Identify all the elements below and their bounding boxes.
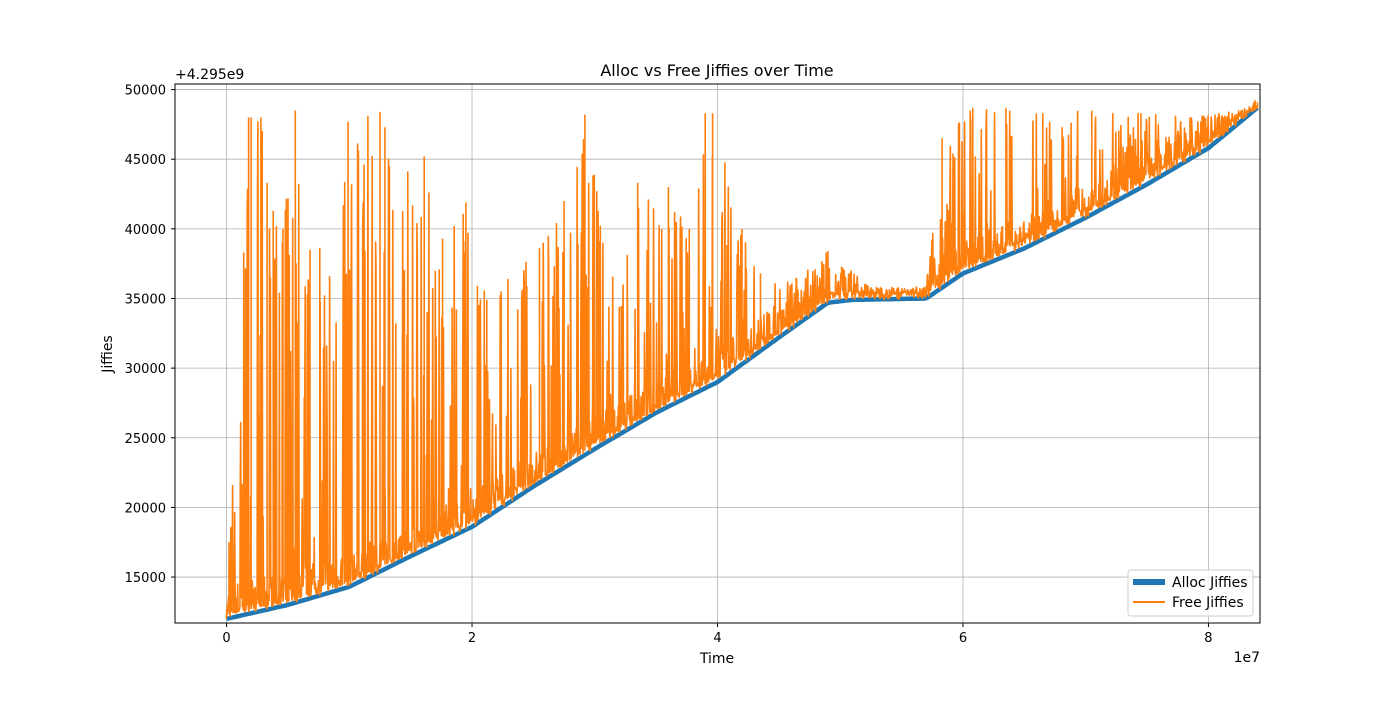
y-tick-label: 35000 (125, 292, 166, 307)
y-tick-label: 20000 (125, 501, 166, 516)
series-group (225, 99, 1259, 621)
x-tick-label: 0 (222, 631, 230, 646)
legend-label-free: Free Jiffies (1172, 595, 1244, 611)
y-tick-label: 15000 (125, 571, 166, 586)
y-tick-label: 40000 (125, 223, 166, 238)
y-tick-label: 45000 (125, 153, 166, 168)
chart-title: Alloc vs Free Jiffies over Time (600, 61, 833, 80)
legend-label-alloc: Alloc Jiffies (1172, 575, 1248, 591)
legend: Alloc Jiffies Free Jiffies (1127, 569, 1254, 617)
series-line-free-jiffies (225, 99, 1259, 619)
y-tick-label: 50000 (125, 84, 166, 99)
x-tick-label: 6 (959, 631, 967, 646)
y-axis-label: Jiffies (100, 335, 116, 373)
y-tick-label: 30000 (125, 362, 166, 377)
x-offset-label: 1e7 (1234, 650, 1260, 666)
y-tick-label: 25000 (125, 432, 166, 447)
ticks: 0 2 4 6 8 15000 20000 25000 30000 35000 40000 45000… (125, 84, 1213, 646)
x-tick-label: 8 (1204, 631, 1212, 646)
x-axis-label: Time (699, 651, 734, 667)
y-offset-label: +4.295e9 (175, 67, 244, 83)
x-tick-label: 2 (468, 631, 476, 646)
x-tick-label: 4 (713, 631, 721, 646)
